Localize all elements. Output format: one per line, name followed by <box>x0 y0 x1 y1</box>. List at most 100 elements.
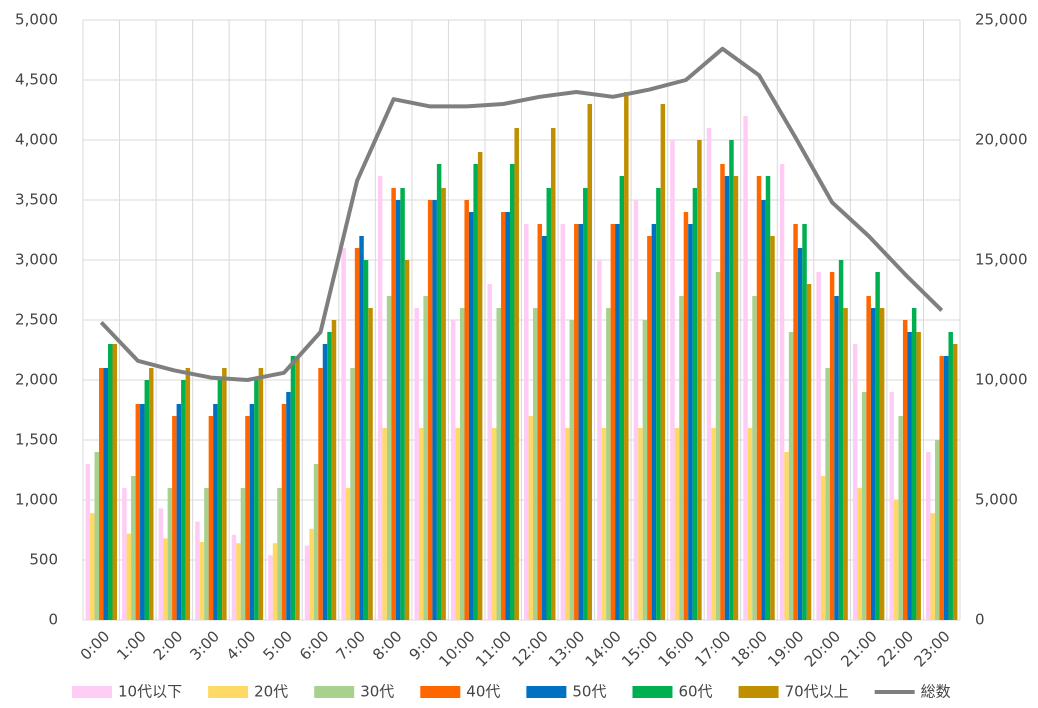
bar <box>245 416 250 620</box>
bar <box>720 164 725 620</box>
bar <box>423 296 428 620</box>
bar <box>350 368 355 620</box>
bar <box>902 320 908 620</box>
bar <box>624 92 629 620</box>
line-series <box>99 46 944 382</box>
bar <box>176 404 182 620</box>
legend-item: 70代以上 <box>738 683 849 701</box>
x-tick-label: 12:00 <box>508 627 551 670</box>
bar <box>898 416 903 620</box>
bar <box>911 308 917 620</box>
bar <box>195 521 200 620</box>
bar <box>432 200 437 620</box>
bar <box>240 488 246 620</box>
bar <box>464 200 469 620</box>
x-tick-label: 10:00 <box>435 627 478 670</box>
bar <box>943 356 949 620</box>
bar <box>281 404 287 620</box>
x-tick-label: 21:00 <box>837 627 880 670</box>
bar <box>354 248 360 620</box>
y-tick-label: 500 <box>29 551 58 569</box>
bar <box>290 356 296 620</box>
bar <box>852 344 858 620</box>
bar <box>533 308 538 620</box>
bar <box>834 296 839 620</box>
bar <box>208 416 214 620</box>
bar <box>90 513 95 620</box>
bar <box>249 404 255 620</box>
legend-swatch <box>420 686 461 698</box>
legend-swatch <box>314 686 355 698</box>
x-tick-label: 7:00 <box>333 627 370 664</box>
bar <box>492 428 497 620</box>
bar <box>697 140 702 620</box>
bar <box>304 545 310 620</box>
bar <box>542 236 547 620</box>
bar <box>948 332 953 620</box>
bar <box>99 368 104 620</box>
y-tick-label: 3,500 <box>15 191 58 209</box>
bar <box>752 296 757 620</box>
bar <box>679 296 684 620</box>
bar <box>715 272 721 620</box>
bar <box>158 508 164 620</box>
legend-item: 40代 <box>420 683 500 701</box>
bar <box>272 543 278 620</box>
x-tick-label: 5:00 <box>259 627 296 664</box>
bar <box>930 513 935 620</box>
legend-label: 10代以下 <box>118 683 182 701</box>
bar <box>587 104 593 620</box>
bar <box>802 224 807 620</box>
bar <box>875 272 880 620</box>
bar <box>733 176 739 620</box>
legend-item: 20代 <box>208 683 288 701</box>
legend-swatch <box>738 686 779 698</box>
x-tick-label: 18:00 <box>728 627 771 670</box>
x-tick-label: 8:00 <box>369 627 406 664</box>
bar <box>327 332 332 620</box>
bar <box>550 128 556 620</box>
bar <box>217 380 223 620</box>
x-tick-label: 11:00 <box>472 627 515 670</box>
bar <box>487 284 493 620</box>
bar <box>660 104 666 620</box>
bar <box>468 212 474 620</box>
y2-tick-label: 20,000 <box>975 131 1028 149</box>
bar <box>496 308 501 620</box>
bar <box>149 368 154 620</box>
bar <box>163 538 168 620</box>
x-tick-label: 16:00 <box>655 627 698 670</box>
y2-tick-label: 5,000 <box>975 491 1018 509</box>
bar <box>816 272 821 620</box>
bar <box>254 380 259 620</box>
bar <box>674 428 680 620</box>
bar <box>258 368 264 620</box>
bar <box>560 224 566 620</box>
bar <box>427 200 433 620</box>
x-tick-label: 0:00 <box>77 627 114 664</box>
bar <box>546 188 551 620</box>
bar <box>404 260 410 620</box>
bar <box>286 392 291 620</box>
bar <box>569 320 575 620</box>
bar <box>477 152 483 620</box>
legend-label: 70代以上 <box>785 683 849 701</box>
bar <box>574 224 579 620</box>
bar <box>112 344 117 620</box>
bar <box>583 188 588 620</box>
bar <box>638 428 643 620</box>
bar <box>770 236 775 620</box>
legend-item: 60代 <box>632 683 713 701</box>
bar <box>916 332 921 620</box>
bar <box>926 452 931 620</box>
x-tick-label: 22:00 <box>874 627 917 670</box>
bar <box>866 296 871 620</box>
y2-tick-label: 10,000 <box>975 371 1028 389</box>
bar <box>692 188 698 620</box>
x-tick-label: 19:00 <box>764 627 807 670</box>
y-tick-label: 2,000 <box>15 371 58 389</box>
bar <box>788 332 794 620</box>
bar <box>597 260 602 620</box>
bar <box>683 212 689 620</box>
